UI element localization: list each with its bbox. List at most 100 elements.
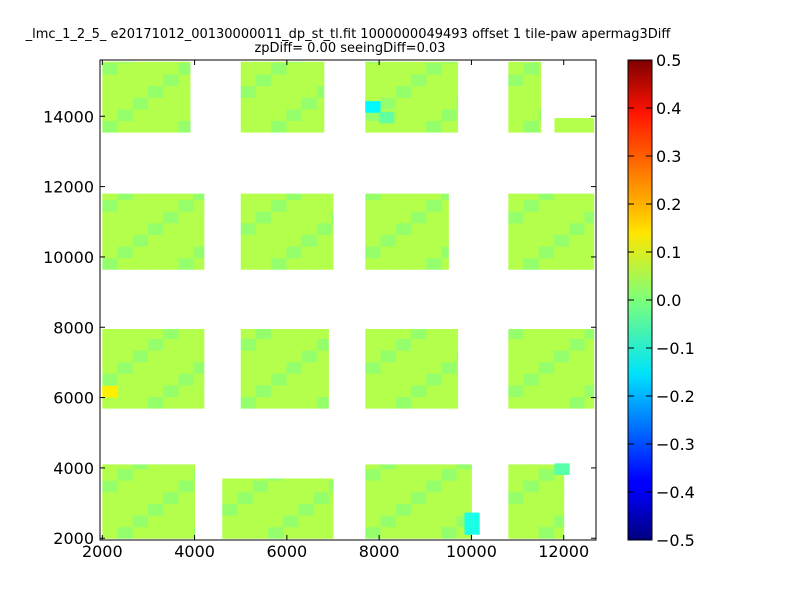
heatmap-cell [441, 329, 458, 340]
heatmap-cell [132, 480, 149, 493]
x-tick-label: 2000 [82, 542, 123, 561]
heatmap-cell [132, 361, 149, 374]
heatmap-cell [193, 246, 205, 259]
heatmap-cell [365, 515, 382, 528]
heatmap-cell [584, 396, 595, 409]
heatmap-cell [410, 480, 427, 493]
heatmap-cell [441, 373, 458, 386]
heatmap-cell [569, 373, 585, 386]
heatmap-cell [132, 211, 149, 224]
heatmap-cell [365, 373, 382, 386]
heatmap-cell [147, 384, 164, 398]
heatmap-cell [456, 61, 459, 63]
heatmap-cell [523, 503, 540, 516]
heatmap-cell [380, 329, 397, 340]
heatmap-cell [426, 61, 442, 63]
heatmap-cell [569, 396, 585, 409]
heatmap-cell [255, 108, 272, 121]
heatmap-cell [117, 85, 134, 98]
heatmap-cell [301, 108, 318, 121]
heatmap-cell [410, 361, 427, 374]
heatmap-cell [132, 257, 149, 270]
heatmap-cell [132, 350, 149, 363]
heatmap-cell [193, 350, 205, 363]
heatmap-cell [569, 120, 586, 133]
heatmap-cell [554, 118, 571, 121]
heatmap-cell [395, 350, 412, 363]
heatmap-cell [508, 85, 525, 98]
heatmap-cell [456, 85, 459, 98]
heatmap-cell [283, 503, 299, 516]
heatmap-cell [147, 85, 164, 98]
heatmap-cell [252, 480, 269, 493]
heatmap-cell [132, 396, 149, 409]
heatmap-cell [508, 338, 525, 351]
heatmap-cell [380, 350, 397, 363]
heatmap-cell [132, 384, 149, 398]
heatmap-cell [380, 361, 397, 374]
heatmap-cell [365, 526, 382, 539]
heatmap-cell [508, 97, 525, 110]
heatmap-cell [237, 478, 254, 481]
heatmap-cell [222, 480, 238, 493]
heatmap-cell [523, 464, 540, 470]
heatmap-cell [508, 234, 525, 247]
heatmap-cell [410, 338, 427, 351]
heatmap-cell [117, 62, 134, 75]
heatmap-cell [117, 193, 134, 201]
heatmap-cell [147, 491, 164, 504]
heatmap-cell [523, 74, 540, 87]
heatmap-cell [313, 478, 330, 481]
heatmap-cell [255, 199, 272, 212]
heatmap-cell [286, 108, 303, 121]
heatmap-cell [271, 234, 287, 247]
heatmap-cell [441, 120, 458, 133]
heatmap-cell [193, 199, 205, 212]
heatmap-cell [456, 338, 459, 351]
heatmap-cell [132, 515, 149, 528]
heatmap-cell [102, 74, 119, 87]
heatmap-cell [584, 257, 595, 270]
heatmap-cell [240, 257, 257, 270]
heatmap-cell [441, 211, 449, 224]
heatmap-cell [538, 97, 542, 110]
heatmap-cell [117, 199, 134, 212]
heatmap-cell [193, 464, 196, 470]
heatmap-cell [271, 193, 287, 201]
heatmap-cell [456, 120, 459, 133]
heatmap-cell [316, 246, 333, 259]
heatmap-cell [584, 246, 595, 259]
colorbar-tick-label: −0.4 [656, 483, 695, 502]
heatmap-cell [538, 85, 542, 98]
heatmap-cell [255, 222, 272, 235]
heatmap-cell [252, 526, 269, 539]
heatmap-cell [584, 193, 595, 201]
heatmap-cell [410, 74, 427, 87]
heatmap-cell [147, 329, 164, 340]
heatmap-cell [441, 108, 458, 121]
heatmap-cell [271, 97, 287, 110]
heatmap-cell [441, 61, 458, 63]
heatmap-cell [523, 97, 540, 110]
heatmap-cell [147, 222, 164, 235]
heatmap-cell [380, 74, 397, 87]
heatmap-cell [584, 373, 595, 386]
heatmap-cell [222, 491, 238, 504]
heatmap-cell [117, 361, 134, 374]
heatmap-cell [252, 478, 269, 481]
heatmap-cell [102, 464, 119, 470]
heatmap-cell [271, 338, 287, 351]
heatmap-cell [441, 464, 458, 470]
heatmap-cell-highlight [464, 512, 480, 525]
heatmap-cell [365, 193, 382, 201]
y-tick-label: 4000 [53, 459, 94, 478]
heatmap-cell [255, 193, 272, 201]
heatmap-cell [569, 118, 586, 121]
heatmap-cell [426, 193, 442, 201]
heatmap-cell [237, 515, 254, 528]
heatmap-cell [441, 193, 449, 201]
heatmap-cell [554, 396, 570, 409]
heatmap-cell [132, 526, 149, 539]
heatmap-cell [132, 338, 149, 351]
heatmap-cell [395, 222, 412, 235]
